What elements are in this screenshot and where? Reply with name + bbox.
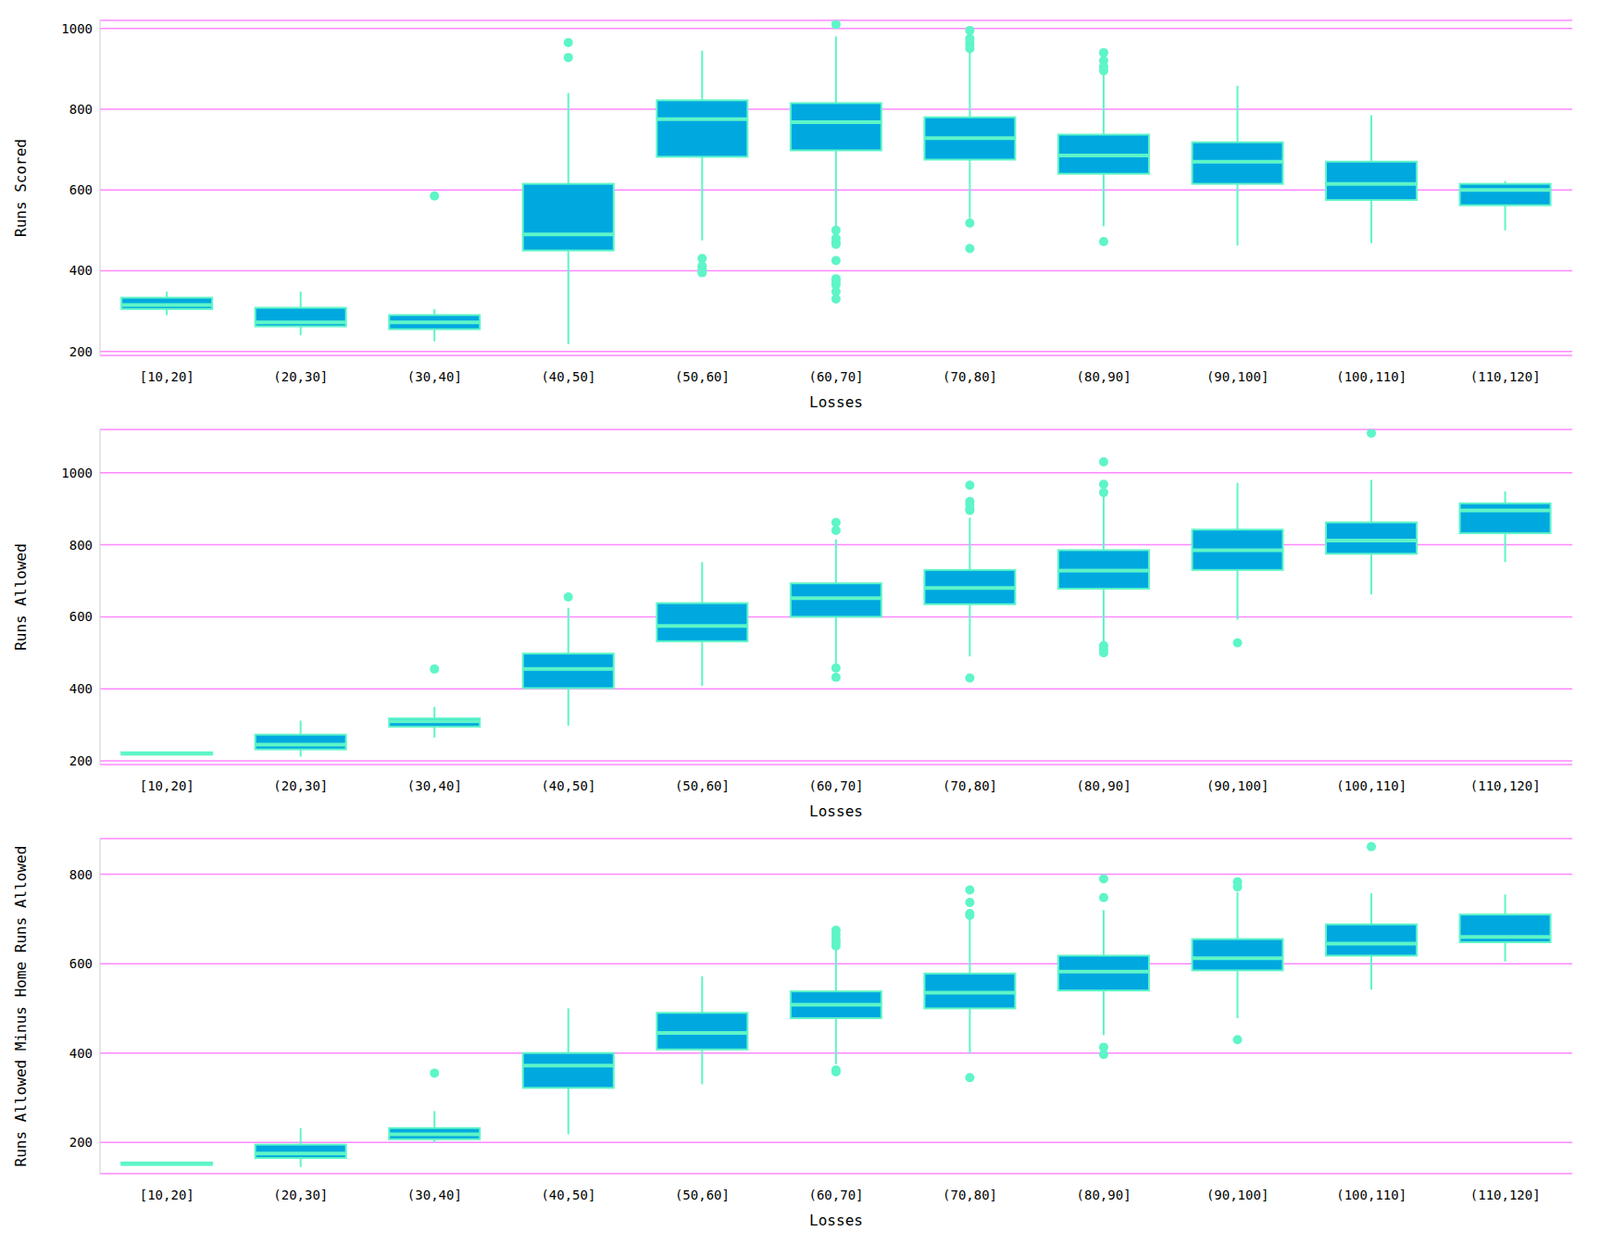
svg-text:(70,80]: (70,80] bbox=[942, 778, 998, 794]
svg-text:Losses: Losses bbox=[809, 802, 863, 821]
svg-text:(30,40]: (30,40] bbox=[407, 369, 463, 385]
svg-text:(40,50]: (40,50] bbox=[540, 369, 596, 385]
svg-text:600: 600 bbox=[69, 609, 93, 625]
svg-text:400: 400 bbox=[69, 1046, 93, 1062]
svg-text:(80,90]: (80,90] bbox=[1076, 778, 1132, 794]
svg-text:(30,40]: (30,40] bbox=[407, 778, 463, 794]
svg-text:Losses: Losses bbox=[809, 1212, 863, 1230]
svg-text:(50,60]: (50,60] bbox=[675, 778, 730, 794]
svg-text:(90,100]: (90,100] bbox=[1206, 778, 1269, 794]
svg-text:600: 600 bbox=[69, 182, 93, 198]
svg-text:(100,110]: (100,110] bbox=[1336, 1187, 1407, 1203]
svg-text:(40,50]: (40,50] bbox=[540, 778, 596, 794]
svg-text:400: 400 bbox=[69, 681, 93, 697]
svg-text:Runs Scored: Runs Scored bbox=[12, 138, 30, 238]
svg-text:(90,100]: (90,100] bbox=[1206, 1187, 1269, 1203]
svg-text:800: 800 bbox=[69, 867, 93, 883]
svg-text:200: 200 bbox=[69, 1135, 93, 1150]
svg-text:(110,120]: (110,120] bbox=[1470, 1187, 1541, 1203]
svg-text:(50,60]: (50,60] bbox=[675, 1187, 730, 1203]
svg-text:(20,30]: (20,30] bbox=[273, 778, 328, 794]
svg-text:(30,40]: (30,40] bbox=[407, 1187, 463, 1203]
svg-text:1000: 1000 bbox=[61, 465, 93, 481]
svg-text:(50,60]: (50,60] bbox=[675, 369, 730, 385]
svg-text:400: 400 bbox=[69, 262, 93, 278]
svg-text:(70,80]: (70,80] bbox=[942, 1187, 998, 1203]
svg-text:(80,90]: (80,90] bbox=[1076, 369, 1132, 385]
svg-text:800: 800 bbox=[69, 101, 93, 117]
svg-text:(20,30]: (20,30] bbox=[273, 1187, 328, 1203]
svg-text:200: 200 bbox=[69, 344, 93, 360]
svg-text:(110,120]: (110,120] bbox=[1470, 778, 1541, 794]
svg-text:(60,70]: (60,70] bbox=[808, 369, 863, 385]
svg-text:(60,70]: (60,70] bbox=[808, 1187, 863, 1203]
svg-text:600: 600 bbox=[69, 956, 93, 972]
svg-text:[10,20]: [10,20] bbox=[139, 369, 195, 385]
svg-text:(70,80]: (70,80] bbox=[942, 369, 998, 385]
svg-text:(20,30]: (20,30] bbox=[273, 369, 328, 385]
svg-text:(60,70]: (60,70] bbox=[808, 778, 863, 794]
svg-text:(40,50]: (40,50] bbox=[540, 1187, 596, 1203]
svg-text:(90,100]: (90,100] bbox=[1206, 369, 1269, 385]
svg-text:[10,20]: [10,20] bbox=[139, 1187, 195, 1203]
svg-text:1000: 1000 bbox=[61, 21, 93, 37]
svg-text:800: 800 bbox=[69, 537, 93, 553]
svg-text:200: 200 bbox=[69, 753, 93, 769]
svg-text:[10,20]: [10,20] bbox=[139, 778, 195, 794]
svg-text:(110,120]: (110,120] bbox=[1470, 369, 1541, 385]
svg-text:Losses: Losses bbox=[809, 393, 863, 412]
svg-text:(100,110]: (100,110] bbox=[1336, 778, 1407, 794]
svg-text:(100,110]: (100,110] bbox=[1336, 369, 1407, 385]
svg-text:(80,90]: (80,90] bbox=[1076, 1187, 1132, 1203]
svg-text:Runs Allowed Minus Home Runs A: Runs Allowed Minus Home Runs Allowed bbox=[12, 846, 30, 1168]
svg-text:Runs Allowed: Runs Allowed bbox=[12, 543, 30, 651]
